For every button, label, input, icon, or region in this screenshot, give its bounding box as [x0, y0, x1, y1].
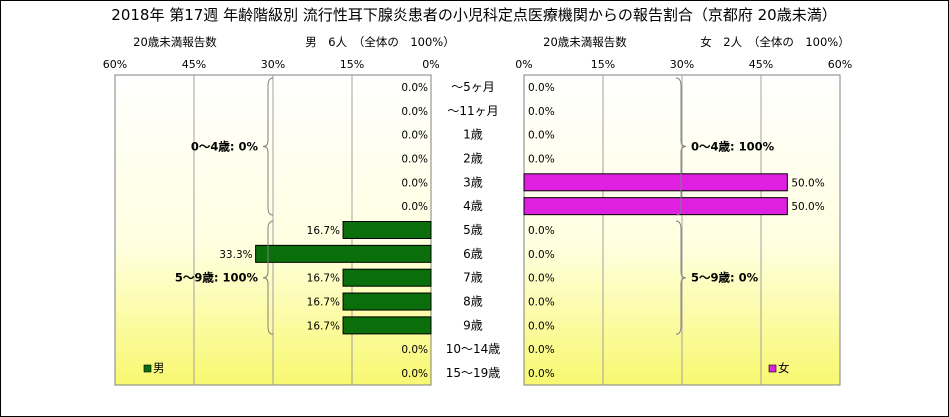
category-label: 9歳 — [463, 318, 483, 332]
bar-left-6 — [342, 221, 432, 239]
data-label-left-0: 0.0% — [401, 82, 428, 94]
data-label-right-11: 0.0% — [528, 344, 555, 356]
bar-left-8 — [342, 268, 432, 287]
category-label: ～11ヶ月 — [447, 104, 498, 118]
tick-label-left: 15% — [340, 58, 364, 71]
category-label: 2歳 — [463, 151, 483, 165]
data-label-left-1: 0.0% — [401, 106, 428, 118]
category-label: 15～19歳 — [446, 366, 501, 380]
bar-right-4 — [523, 173, 788, 192]
data-label-right-8: 0.0% — [528, 273, 555, 285]
panel-count-right: 女 2人 （全体の 100%） — [700, 35, 849, 49]
brace-right-0 — [675, 77, 687, 216]
data-label-right-4: 50.0% — [791, 177, 824, 189]
tick-label-right: 0% — [515, 58, 532, 71]
bar-right-5 — [523, 197, 788, 216]
data-label-right-6: 0.0% — [528, 225, 555, 237]
chart-title: 2018年 第17週 年齢階級別 流行性耳下腺炎患者の小児科定点医療機関からの報… — [111, 6, 836, 24]
data-label-right-7: 0.0% — [528, 249, 555, 261]
data-label-right-12: 0.0% — [528, 368, 555, 380]
legend-swatch-left — [143, 364, 152, 373]
bar-left-7 — [255, 244, 432, 263]
tick-label-right: 60% — [828, 58, 852, 71]
annotation-right-0: 0～4歳: 100% — [691, 140, 775, 154]
data-label-right-5: 50.0% — [791, 201, 824, 213]
data-label-right-1: 0.0% — [528, 106, 555, 118]
legend-label-left: 男 — [153, 361, 165, 375]
category-label: 10～14歳 — [446, 342, 501, 356]
plot-layer: 60% 45% 30% 15% 0% 20歳未満報告数 男 6人 （全体の 100%） 0.0… — [103, 35, 852, 386]
annotation-left-1: 5～9歳: 100% — [175, 271, 259, 285]
annotation-right-1: 5～9歳: 0% — [691, 271, 759, 285]
data-label-right-9: 0.0% — [528, 297, 555, 309]
data-label-left-2: 0.0% — [401, 130, 428, 142]
brace-right-1 — [675, 220, 687, 335]
tick-label-left: 30% — [261, 58, 285, 71]
category-label: 1歳 — [463, 128, 483, 142]
data-label-left-4: 0.0% — [401, 177, 428, 189]
tick-label-right: 15% — [591, 58, 615, 71]
category-label: 3歳 — [463, 175, 483, 189]
panel-count-left: 男 6人 （全体の 100%） — [305, 35, 454, 49]
tick-label-left: 45% — [182, 58, 206, 71]
brace-left-1 — [262, 220, 274, 335]
category-label: 7歳 — [463, 271, 483, 285]
data-label-left-10: 16.7% — [307, 320, 340, 332]
data-label-left-8: 16.7% — [307, 273, 340, 285]
data-label-left-11: 0.0% — [401, 344, 428, 356]
category-label: 4歳 — [463, 199, 483, 213]
legend-swatch-right — [768, 364, 777, 373]
data-label-left-7: 33.3% — [219, 249, 252, 261]
data-label-left-9: 16.7% — [307, 297, 340, 309]
data-label-right-0: 0.0% — [528, 82, 555, 94]
tick-label-right: 30% — [670, 58, 694, 71]
panel-subtitle-left: 20歳未満報告数 — [133, 35, 217, 49]
tick-label-left: 60% — [103, 58, 127, 71]
tick-label-left: 0% — [422, 58, 439, 71]
data-label-left-6: 16.7% — [307, 225, 340, 237]
data-label-right-3: 0.0% — [528, 153, 555, 165]
legend-label-right: 女 — [778, 361, 790, 375]
category-label: 6歳 — [463, 247, 483, 261]
bar-left-10 — [342, 316, 432, 335]
category-label: 8歳 — [463, 295, 483, 309]
brace-left-0 — [262, 77, 274, 216]
category-label: ～5ヶ月 — [451, 80, 495, 94]
panel-subtitle-right: 20歳未満報告数 — [543, 35, 627, 49]
data-label-right-10: 0.0% — [528, 320, 555, 332]
data-label-left-5: 0.0% — [401, 201, 428, 213]
data-label-left-12: 0.0% — [401, 368, 428, 380]
data-label-right-2: 0.0% — [528, 130, 555, 142]
bar-left-9 — [342, 292, 432, 311]
data-label-left-3: 0.0% — [401, 153, 428, 165]
tick-label-right: 45% — [749, 58, 773, 71]
category-label: 5歳 — [463, 223, 483, 237]
annotation-left-0: 0～4歳: 0% — [191, 140, 259, 154]
